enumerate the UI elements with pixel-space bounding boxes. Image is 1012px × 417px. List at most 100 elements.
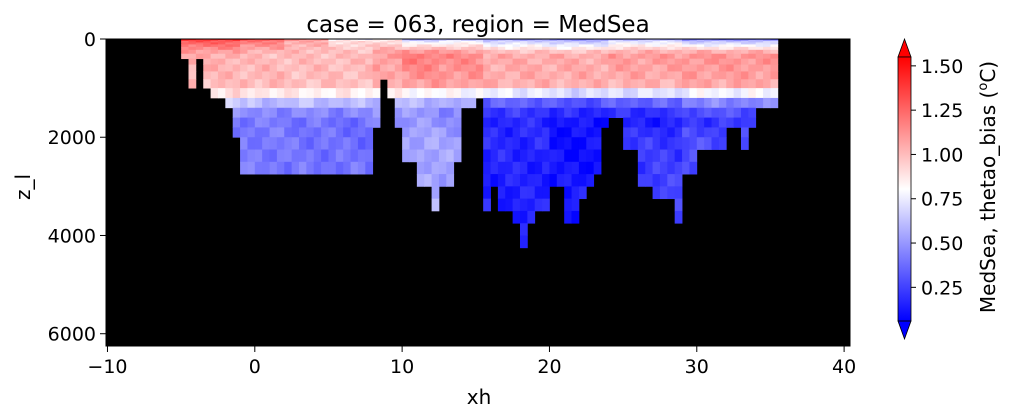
heatmap-cell — [534, 198, 543, 212]
heatmap-cell — [240, 97, 248, 109]
heatmap-cell — [497, 40, 506, 43]
heatmap-cell — [431, 71, 440, 80]
heatmap-cell — [601, 53, 609, 60]
heatmap-cell — [549, 161, 558, 175]
heatmap-cell — [623, 40, 631, 43]
heatmap-cell — [593, 149, 602, 163]
heatmap-cell — [497, 49, 506, 55]
heatmap-cell — [630, 46, 639, 51]
heatmap-cell — [335, 58, 344, 65]
heatmap-cell — [704, 44, 712, 48]
heatmap-cell — [601, 39, 609, 41]
heatmap-cell — [321, 88, 329, 99]
heatmap-cell — [299, 40, 307, 43]
heatmap-cell — [593, 46, 602, 51]
heatmap-cell — [181, 39, 189, 41]
heatmap-cell — [446, 88, 455, 99]
heatmap-cell — [682, 39, 690, 41]
heatmap-cell — [409, 64, 418, 72]
heatmap-cell — [321, 39, 329, 41]
heatmap-cell — [659, 40, 668, 43]
heatmap-cell — [615, 88, 624, 99]
heatmap-cell — [534, 39, 543, 42]
heatmap-cell — [682, 64, 690, 72]
heatmap-cell — [733, 44, 742, 48]
heatmap-cell — [667, 149, 676, 163]
heatmap-cell — [299, 107, 307, 118]
heatmap-cell — [225, 42, 234, 45]
heatmap-cell — [556, 44, 565, 48]
x-axis: −10 0 10 20 30 40 xh — [87, 346, 856, 409]
heatmap-cell — [578, 39, 587, 42]
heatmap-cell — [424, 46, 432, 51]
heatmap-cell — [623, 97, 631, 109]
heatmap-cell — [431, 97, 440, 109]
heatmap-cell — [534, 39, 543, 41]
heatmap-cell — [416, 127, 425, 138]
heatmap-cell — [718, 64, 727, 72]
heatmap-cell — [696, 40, 705, 43]
heatmap-cell — [240, 149, 248, 163]
heatmap-cell — [667, 39, 676, 42]
heatmap-cell — [490, 88, 499, 99]
heatmap-cell — [564, 44, 572, 48]
heatmap-cell — [497, 79, 506, 89]
heatmap-cell — [247, 79, 256, 89]
heatmap-cell — [733, 53, 742, 60]
heatmap-cell — [505, 53, 514, 60]
heatmap-cell — [659, 97, 668, 109]
heatmap-cell — [350, 117, 359, 128]
heatmap-cell — [682, 161, 690, 175]
heatmap-cell — [564, 210, 572, 224]
heatmap-cell — [505, 40, 514, 43]
heatmap-cell — [195, 46, 204, 51]
heatmap-cell — [497, 174, 506, 187]
heatmap-cell — [468, 40, 477, 43]
heatmap-cell — [556, 40, 565, 43]
heatmap-cell — [512, 198, 521, 212]
heatmap-cell — [630, 40, 639, 43]
heatmap-cell — [519, 39, 528, 42]
heatmap-cell — [527, 64, 536, 72]
heatmap-cell — [321, 107, 329, 118]
heatmap-cell — [586, 107, 595, 118]
heatmap-cell — [424, 79, 432, 89]
heatmap-cell — [556, 39, 565, 41]
heatmap-cell — [659, 107, 668, 118]
heatmap-cell — [630, 39, 639, 41]
heatmap-cell — [299, 46, 307, 51]
heatmap-cell — [542, 46, 550, 51]
heatmap-cell — [696, 127, 705, 138]
colorbar-tick-label: 1.00 — [921, 144, 963, 166]
heatmap-cell — [313, 49, 322, 55]
heatmap-cell — [564, 46, 572, 51]
heatmap-cell — [490, 44, 499, 48]
heatmap-cell — [652, 44, 661, 48]
heatmap-cell — [291, 71, 300, 80]
heatmap-cell — [291, 107, 300, 118]
heatmap-cell — [299, 79, 307, 89]
heatmap-cell — [284, 117, 293, 128]
heatmap-cell — [711, 64, 720, 72]
heatmap-cell — [269, 42, 278, 45]
heatmap-cell — [335, 149, 344, 163]
heatmap-cell — [674, 46, 683, 51]
heatmap-cell — [446, 46, 455, 51]
heatmap-cell — [519, 186, 528, 200]
heatmap-cell — [542, 39, 550, 41]
heatmap-cell — [748, 97, 757, 109]
heatmap-cell — [608, 39, 617, 42]
heatmap-cell — [696, 53, 705, 60]
heatmap-cell — [357, 42, 366, 45]
heatmap-cell — [372, 88, 381, 99]
heatmap-cell — [313, 149, 322, 163]
heatmap-cell — [586, 39, 595, 42]
heatmap-cell — [284, 161, 293, 175]
heatmap-cell — [726, 58, 735, 65]
heatmap-cell — [763, 42, 771, 45]
heatmap-cell — [306, 39, 315, 42]
heatmap-cell — [372, 39, 381, 41]
heatmap-cell — [740, 49, 749, 55]
heatmap-cell — [645, 58, 653, 65]
colorbar-label: MedSea, thetao_bias (oC) — [976, 61, 1000, 313]
